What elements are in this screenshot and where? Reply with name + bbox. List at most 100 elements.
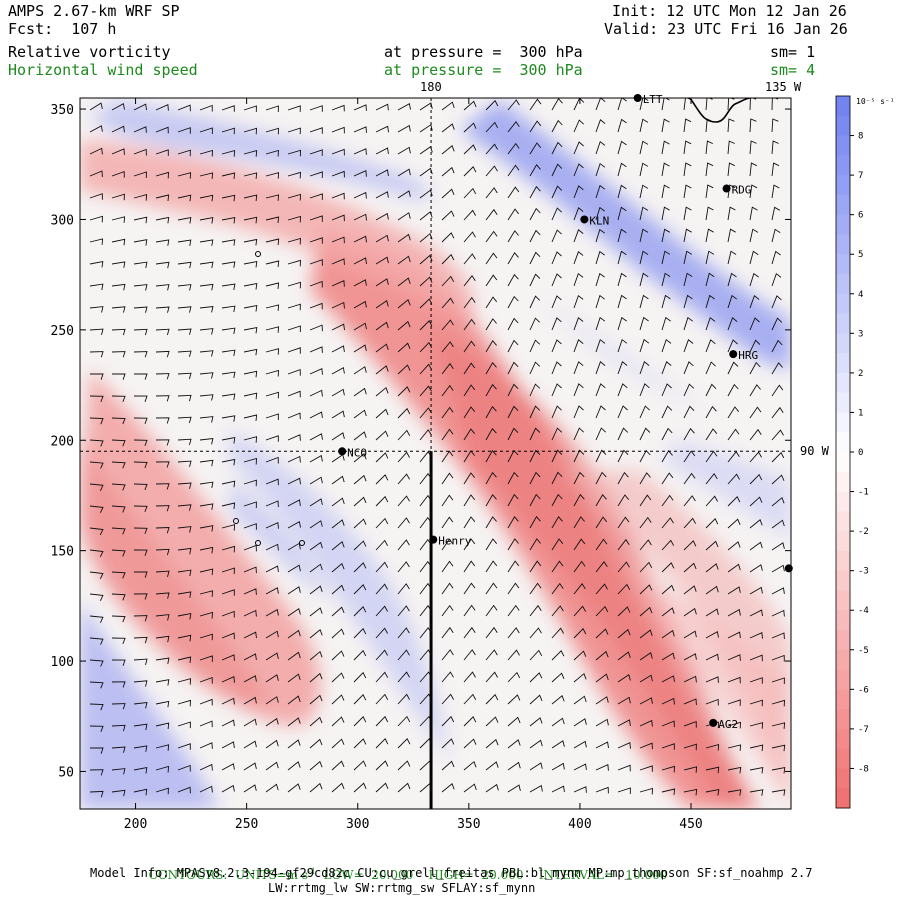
wind-barb [727,184,736,199]
wind-barb [287,521,301,529]
wind-barb [771,339,783,353]
colorbar-swatch [836,788,850,809]
wind-barb [331,760,345,771]
wind-barb [441,145,455,155]
wind-barb [331,606,345,617]
wind-barb [771,140,779,155]
wind-barb [771,722,786,729]
wind-barb [375,408,389,419]
wind-barb [155,261,170,269]
wind-barb [353,782,367,793]
wind-barb [661,697,675,705]
wind-barb [111,681,126,688]
wind-barb [507,273,519,287]
wind-barb [243,370,258,378]
wind-barb [419,102,433,111]
wind-barb [661,98,670,111]
wind-barb [441,604,454,617]
wind-barb [309,607,323,617]
wind-barb [111,505,126,513]
wind-barb [133,373,148,380]
wind-barb [155,171,169,179]
wind-barb [661,162,670,177]
wind-barb [353,409,367,419]
wind-barb [771,474,785,485]
wind-barb [749,228,759,243]
wind-barb [243,105,257,113]
wind-barb [683,162,692,177]
wind-barb [441,715,455,727]
wind-barb [441,450,454,463]
wind-barb [441,760,455,771]
wind-barb [243,436,258,443]
wind-barb [375,343,389,353]
wind-barb [265,282,280,290]
wind-barb [639,719,653,727]
wind-barb [397,299,411,309]
calm-marker [299,540,305,546]
wind-barb [573,229,584,243]
wind-barb [463,406,476,419]
wind-barb [309,149,323,156]
wind-barb [617,361,628,375]
wind-barb [221,502,236,510]
wind-barb [639,405,651,419]
colorbar-swatch [836,590,850,611]
wind-barb [749,789,764,796]
wind-barb [485,252,498,265]
wind-barb [573,493,585,507]
wind-barb [463,494,476,507]
wind-barb [705,563,719,573]
wind-barb [265,326,280,333]
wind-barb [507,493,519,507]
wind-barb [221,127,235,135]
wind-barb [133,417,148,424]
wind-barb [133,788,148,796]
wind-barb [573,471,585,485]
wind-barb [485,738,499,749]
wind-barb [287,215,301,223]
wind-barb [265,696,279,705]
wind-barb [89,527,104,536]
colorbar-swatch [836,610,850,631]
wind-barb [573,449,585,463]
wind-barb [485,405,497,419]
wind-barb [287,171,301,179]
wind-barb [727,206,736,221]
wind-barb [243,392,258,400]
wind-barb [661,743,675,750]
colorbar-tick-label: 8 [858,132,863,142]
wind-barb [617,742,631,749]
wind-barb [705,676,719,683]
field1-name: Relative vorticity [8,43,171,61]
wind-barb [221,261,236,268]
wind-barb [309,302,323,310]
wind-barb [749,162,757,177]
wind-barb [683,250,693,265]
wind-barb [705,339,716,353]
wind-barb [177,743,191,750]
wind-barb [463,253,476,265]
wind-barb [727,541,741,551]
wind-barb [661,316,671,331]
wind-barb [353,671,367,683]
wind-barb [111,261,126,268]
wind-barb [727,317,738,331]
wind-barb [771,564,785,573]
wind-barb [529,142,542,155]
wind-barb [375,452,389,463]
wind-barb [705,585,719,595]
wind-barb [199,676,213,684]
wind-barb [507,317,519,331]
wind-barb [771,632,785,640]
wind-barb [749,473,763,485]
wind-barb [771,587,785,595]
wind-barb [265,761,279,771]
wind-barb [89,725,104,733]
wind-barb [353,606,367,617]
wind-barb [595,516,608,529]
wind-barb [771,384,784,397]
wind-barb [683,405,695,419]
wind-barb [441,362,454,375]
wind-barb [507,560,520,573]
